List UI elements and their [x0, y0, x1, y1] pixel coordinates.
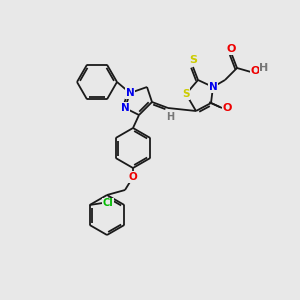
Text: N: N	[126, 88, 134, 98]
Text: S: S	[182, 89, 190, 99]
Text: H: H	[260, 63, 268, 73]
Text: O: O	[129, 172, 137, 182]
Text: S: S	[189, 55, 197, 65]
Text: O: O	[250, 66, 260, 76]
Text: N: N	[208, 82, 217, 92]
Text: Cl: Cl	[102, 198, 113, 208]
Text: O: O	[226, 44, 236, 54]
Text: N: N	[121, 103, 129, 113]
Text: H: H	[166, 112, 174, 122]
Text: O: O	[222, 103, 232, 113]
